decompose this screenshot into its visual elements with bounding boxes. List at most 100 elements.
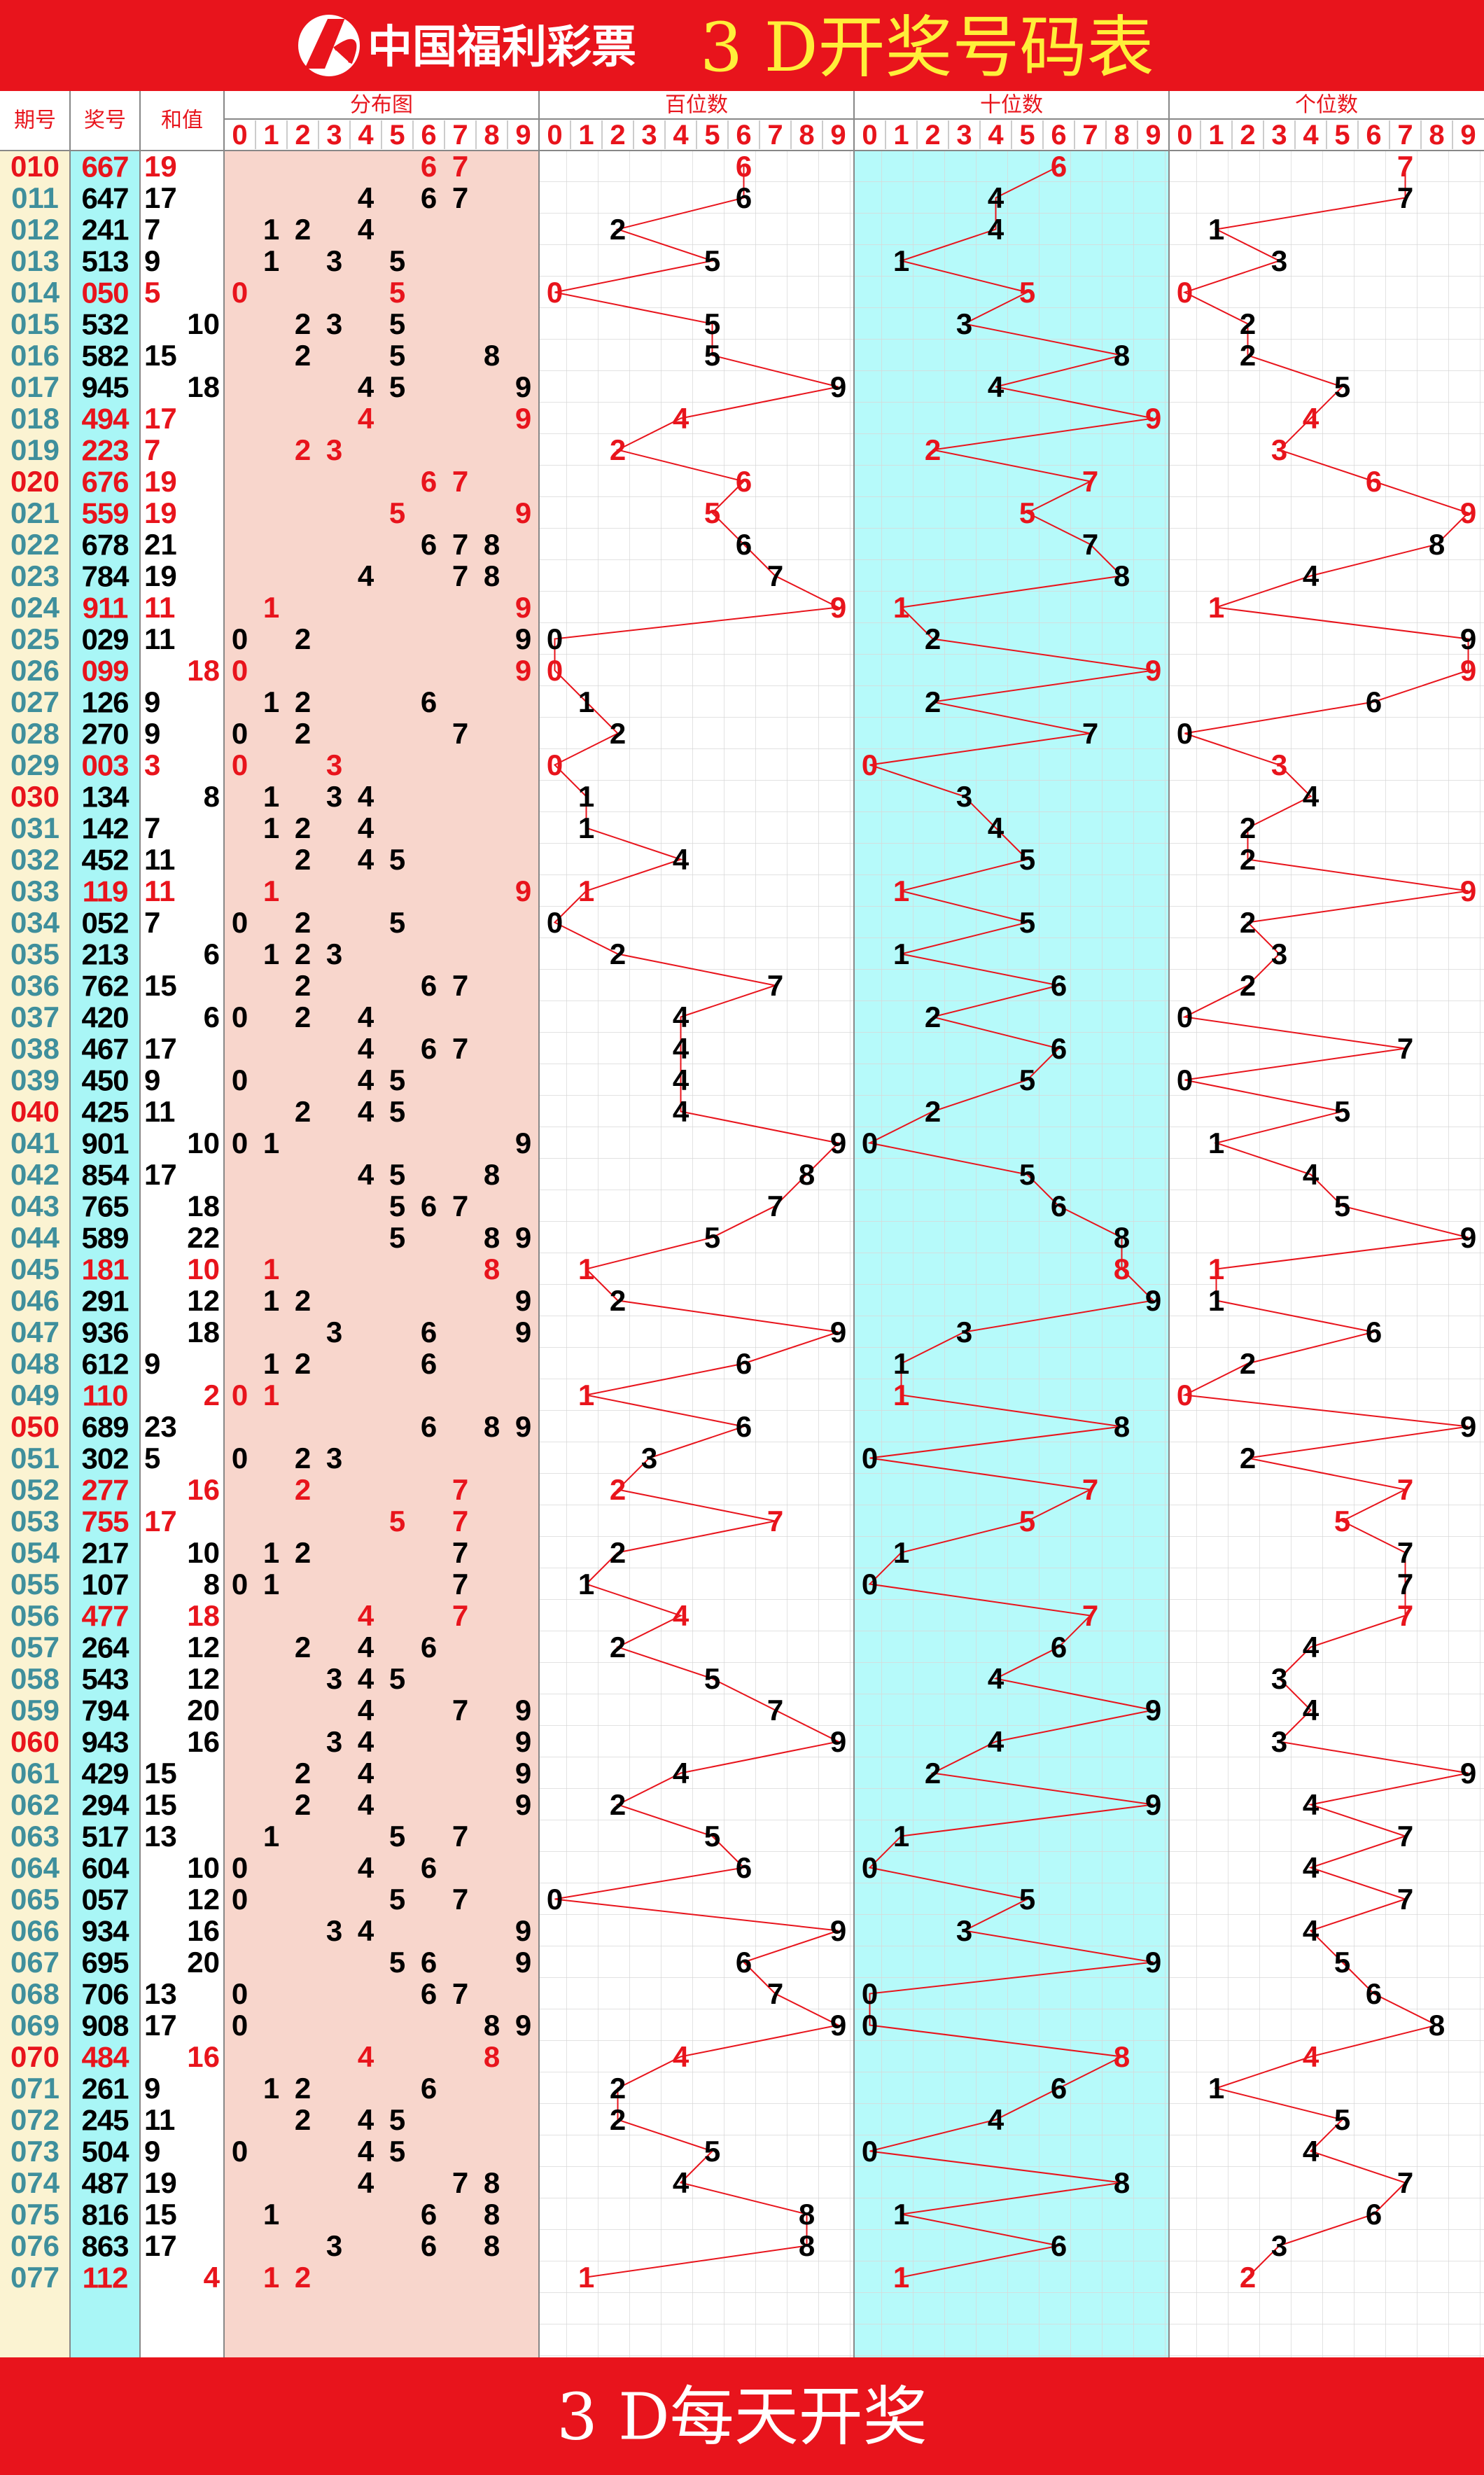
number-digit: 7 (97, 528, 113, 561)
position-digit: 6 (736, 1946, 752, 1979)
number-digit: 4 (81, 2040, 98, 2073)
position-digit: 3 (956, 1316, 972, 1348)
digit-header: 7 (767, 120, 783, 151)
issue: 059 (10, 1694, 59, 1727)
number-digit: 4 (97, 1725, 114, 1758)
draw-number: 678 (81, 528, 129, 561)
dist-digit: 1 (263, 2198, 279, 2231)
draw-number: 504 (81, 2135, 130, 2168)
issue: 015 (10, 307, 59, 340)
number-digit: 0 (113, 276, 128, 309)
dist-digit: 7 (452, 1820, 468, 1853)
draw-number: 467 (81, 1032, 128, 1065)
number-digit: 2 (113, 906, 128, 939)
draw-number: 517 (81, 1820, 128, 1853)
draw-number: 934 (81, 1914, 130, 1947)
position-digit: 1 (578, 1568, 594, 1601)
trend-line (553, 166, 841, 2278)
issue: 049 (10, 1379, 59, 1411)
number-digit: 6 (81, 1946, 97, 1979)
sum: 6 (204, 937, 220, 970)
draw-number: 452 (81, 843, 128, 876)
dist-digit: 9 (515, 1788, 531, 1821)
draw-number: 762 (81, 969, 128, 1002)
position-digit: 4 (673, 1757, 690, 1790)
dist-digit: 5 (389, 1221, 405, 1254)
position-digit: 5 (1019, 906, 1035, 939)
number-digit: 2 (81, 433, 97, 466)
issue: 040 (10, 1095, 59, 1128)
number-digit: 5 (81, 244, 97, 277)
number-digit: 0 (113, 1001, 128, 1033)
number-digit: 9 (113, 496, 128, 529)
position-digit: 5 (1334, 1095, 1350, 1128)
draw-number: 241 (81, 213, 129, 246)
position-digit: 6 (1051, 1032, 1067, 1065)
sum: 16 (187, 1725, 220, 1758)
dist-digit: 1 (263, 1127, 279, 1159)
position-digit: 2 (610, 717, 626, 750)
issue: 033 (10, 874, 59, 907)
position-digit: 0 (862, 748, 878, 781)
dist-digit: 5 (389, 843, 405, 876)
position-digit: 9 (1145, 1284, 1161, 1317)
position-digit: 7 (767, 1977, 783, 2010)
dist-digit: 2 (295, 685, 311, 718)
position-digit: 5 (704, 1820, 720, 1853)
number-digit: 0 (97, 1127, 113, 1159)
sum: 13 (144, 1977, 177, 2010)
draw-number: 794 (81, 1694, 130, 1727)
sum: 11 (144, 591, 175, 624)
position-digit: 8 (1114, 1410, 1130, 1443)
trend-line (1182, 166, 1470, 2278)
number-digit: 9 (83, 591, 98, 624)
position-digit: 4 (1303, 1851, 1320, 1884)
digit-header: 5 (1019, 120, 1035, 151)
sum: 8 (204, 1568, 220, 1601)
issue: 063 (10, 1820, 59, 1853)
issue-col (0, 151, 70, 2357)
number-digit: 2 (81, 1788, 97, 1821)
number-digit: 1 (81, 685, 97, 718)
issue: 076 (10, 2229, 59, 2262)
dist-digit: 8 (484, 2166, 500, 2199)
draw-number: 612 (81, 1347, 128, 1380)
issue: 036 (10, 969, 59, 1002)
number-digit: 1 (83, 1379, 99, 1411)
sum: 16 (187, 1473, 220, 1506)
dist-digit: 2 (295, 1347, 311, 1380)
draw-number: 854 (81, 1158, 130, 1191)
sum: 9 (144, 685, 160, 718)
dist-digit: 9 (515, 370, 531, 403)
position-digit: 5 (1334, 2103, 1350, 2136)
position-digit: 4 (673, 402, 690, 435)
position-digit: 2 (610, 1284, 626, 1317)
issue: 024 (10, 591, 60, 624)
draw-number: 784 (81, 559, 130, 592)
number-digit: 2 (113, 969, 128, 1002)
position-digit: 7 (1082, 717, 1098, 750)
dist-digit: 0 (232, 1851, 248, 1884)
dist-digit: 6 (421, 465, 437, 498)
issue: 061 (10, 1757, 59, 1790)
sum: 15 (144, 339, 177, 372)
draw-number: 057 (81, 1883, 128, 1916)
dist-digit: 5 (389, 2103, 405, 2136)
position-digit: 6 (1366, 1316, 1382, 1348)
issue: 069 (10, 2009, 59, 2042)
number-digit: 4 (97, 370, 114, 403)
digit-header: 9 (515, 120, 531, 151)
issue: 044 (10, 1221, 60, 1254)
number-digit: 8 (97, 2040, 113, 2073)
dist-digit: 1 (263, 780, 279, 813)
number-digit: 7 (113, 150, 128, 183)
issue: 046 (10, 1284, 59, 1317)
position-digit: 7 (1397, 1599, 1413, 1632)
position-digit: 7 (1397, 1473, 1413, 1506)
draw-number: 119 (83, 874, 128, 907)
draw-number: 302 (81, 1442, 128, 1474)
digit-header: 8 (484, 120, 499, 151)
draw-number: 142 (81, 811, 128, 844)
position-digit: 0 (862, 1851, 878, 1884)
